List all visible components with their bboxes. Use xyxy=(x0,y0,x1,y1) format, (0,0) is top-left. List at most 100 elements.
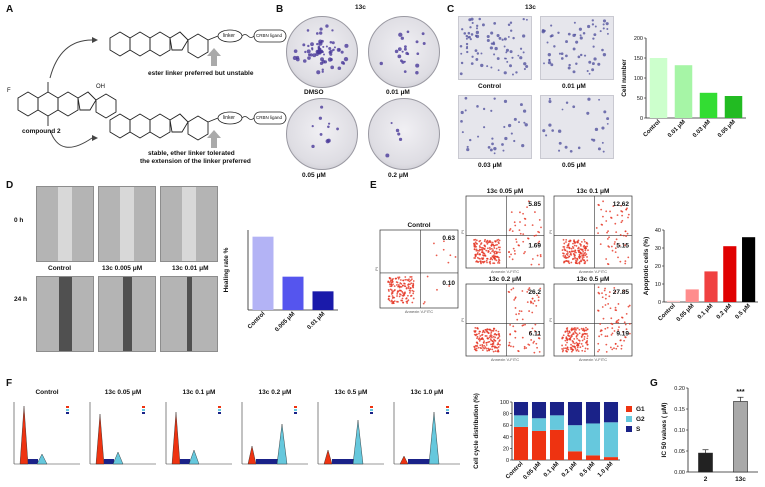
flow-event xyxy=(612,205,615,208)
colony-dot xyxy=(321,68,324,71)
flow-event xyxy=(584,332,587,335)
flow-event xyxy=(508,256,511,258)
migrated-cell xyxy=(547,60,552,65)
colony-dot xyxy=(344,43,349,48)
flow-event xyxy=(570,335,573,338)
flow-event xyxy=(515,313,518,316)
flow-event xyxy=(390,293,393,295)
histogram-legend-swatch xyxy=(370,406,373,408)
panel-f-label: F xyxy=(6,378,13,389)
histogram-legend-swatch xyxy=(142,409,145,411)
flow-event xyxy=(408,280,411,283)
y-tick-label: 0.05 xyxy=(674,449,685,455)
colony-dot xyxy=(416,52,420,56)
migrated-cell xyxy=(517,54,520,57)
colony-dot xyxy=(421,32,425,36)
flow-plot-frame xyxy=(553,195,633,269)
migrated-cell xyxy=(464,109,467,112)
migrated-cell xyxy=(597,62,601,66)
flow-event xyxy=(565,327,568,330)
y-tick-label: 40 xyxy=(655,228,661,234)
flow-event xyxy=(524,224,527,227)
flow-event xyxy=(433,242,435,245)
flow-event xyxy=(483,240,486,243)
flow-event xyxy=(617,303,620,305)
flow-event xyxy=(478,257,480,260)
migrated-cell xyxy=(572,47,576,51)
flow-event xyxy=(608,295,611,298)
flow-event xyxy=(388,299,391,302)
colony-dot xyxy=(328,46,332,50)
legend-swatch xyxy=(626,406,632,412)
migrated-cell xyxy=(469,26,472,29)
flow-event xyxy=(522,324,525,327)
flow-event xyxy=(581,349,584,352)
migrated-cell xyxy=(519,56,523,60)
migrated-cell xyxy=(503,125,506,129)
flow-x-axis-label: Annexin V-FITC xyxy=(579,357,607,362)
flow-event xyxy=(570,343,572,346)
flow-event xyxy=(624,336,626,338)
flow-event xyxy=(492,262,495,265)
flow-event xyxy=(511,258,514,261)
flow-event xyxy=(482,330,485,333)
migrated-cell xyxy=(503,71,507,75)
colony-dot xyxy=(292,55,297,61)
flow-event xyxy=(497,246,500,249)
flow-event xyxy=(584,261,587,263)
flow-event xyxy=(531,297,534,300)
crbn-box-top xyxy=(253,29,287,43)
bar xyxy=(312,291,334,310)
flow-event xyxy=(584,262,586,265)
legend-swatch xyxy=(626,416,632,422)
histogram-legend-swatch xyxy=(446,409,449,411)
flow-event xyxy=(408,278,410,281)
migrated-cell xyxy=(522,109,527,113)
flow-event xyxy=(610,322,613,325)
flow-event xyxy=(401,290,404,293)
histogram-legend-swatch xyxy=(218,406,221,408)
flow-event xyxy=(493,247,496,249)
migrated-cell xyxy=(598,98,601,101)
flow-event xyxy=(403,282,405,285)
colony-dot xyxy=(403,60,406,63)
wound-gap xyxy=(122,277,132,351)
migrated-cell xyxy=(468,35,471,39)
col-label-control: Control xyxy=(48,265,72,272)
flow-event xyxy=(573,239,575,242)
migrated-cell xyxy=(565,101,569,104)
flow-event xyxy=(409,286,412,289)
flow-event xyxy=(490,247,493,250)
stacked-bar-segment xyxy=(531,402,547,419)
flow-event xyxy=(392,302,395,305)
dish-label-0-2: 0.2 μM xyxy=(388,172,409,179)
flow-event xyxy=(568,240,570,243)
flow-event xyxy=(491,258,494,261)
flow-event xyxy=(483,260,485,263)
ester-structure xyxy=(109,31,219,59)
flow-event xyxy=(480,338,483,340)
flow-event xyxy=(493,262,496,265)
migrated-cell xyxy=(497,69,500,72)
flow-event xyxy=(498,333,500,335)
flow-event xyxy=(512,247,515,250)
migrated-cell xyxy=(478,17,481,21)
flow-event xyxy=(606,335,609,338)
flow-event xyxy=(494,250,497,253)
migrated-cell xyxy=(586,69,589,73)
flow-event xyxy=(561,350,564,353)
panel-e-label: E xyxy=(370,180,377,191)
migrated-cell xyxy=(601,48,604,52)
flow-event xyxy=(595,227,598,229)
flow-event xyxy=(567,332,570,335)
flow-event xyxy=(491,348,494,351)
colony-dot xyxy=(319,27,323,31)
flow-event xyxy=(622,330,625,333)
flow-event xyxy=(399,282,402,284)
flow-event xyxy=(492,341,495,344)
flow-event xyxy=(580,260,583,263)
flow-event xyxy=(484,245,487,248)
flow-event xyxy=(482,346,485,349)
migrated-cell xyxy=(582,31,586,35)
